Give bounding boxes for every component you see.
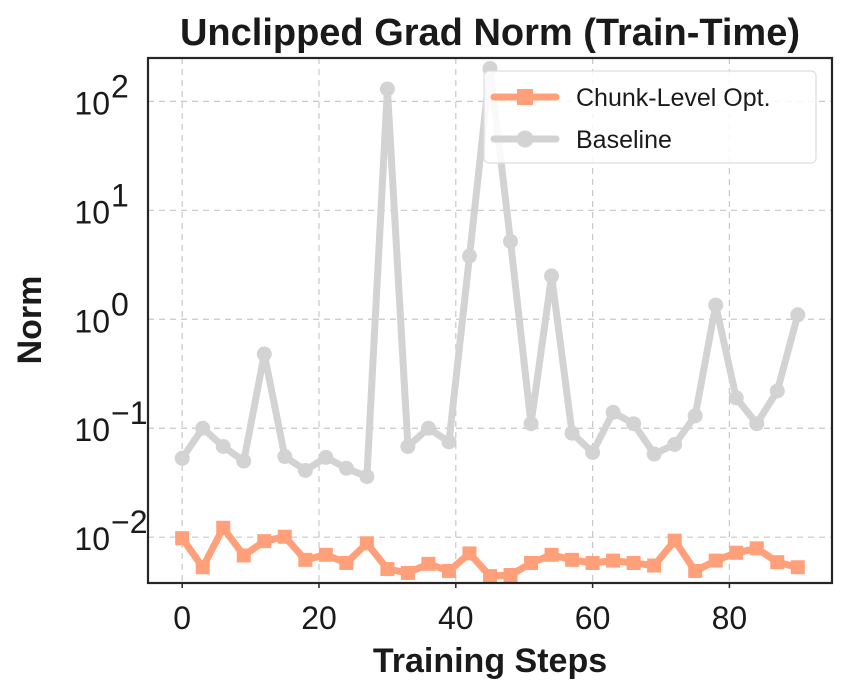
data-point (256, 346, 272, 362)
y-axis-label: Norm (11, 276, 49, 365)
data-point (400, 565, 415, 580)
data-point (708, 553, 723, 568)
data-point (687, 408, 703, 424)
x-tick-label: 80 (712, 600, 748, 636)
data-point (606, 553, 621, 568)
series-line (178, 524, 802, 580)
y-tick-exponent: 0 (111, 286, 129, 322)
data-point (338, 460, 354, 476)
data-point (585, 555, 600, 570)
data-point (298, 552, 313, 567)
legend-box (483, 70, 817, 164)
data-point (339, 555, 354, 570)
y-tick-label: 10 (74, 521, 110, 557)
x-tick-label: 40 (438, 600, 474, 636)
data-point (749, 541, 764, 556)
data-point (626, 555, 641, 570)
legend-item: Baseline (490, 126, 672, 154)
data-point (647, 558, 662, 573)
data-point (524, 555, 539, 570)
data-point (441, 434, 457, 450)
data-point (544, 547, 559, 562)
x-tick-label: 60 (575, 600, 611, 636)
data-point (277, 529, 292, 544)
data-point (585, 444, 601, 460)
data-point (483, 569, 497, 584)
legend-item: Chunk-Level Opt. (490, 84, 771, 112)
data-point (729, 545, 744, 560)
data-point (728, 390, 744, 406)
data-point (770, 555, 785, 570)
x-tick-label: 20 (301, 600, 337, 636)
legend-label: Chunk-Level Opt. (576, 84, 771, 112)
data-point (708, 297, 724, 313)
data-point (318, 547, 333, 562)
data-point (236, 453, 252, 469)
y-tick-exponent: 2 (111, 68, 129, 104)
legend-marker (517, 89, 533, 105)
series-chunk-level-opt (175, 520, 805, 584)
data-point (646, 446, 662, 462)
data-point (667, 533, 682, 548)
legend-marker (516, 130, 534, 148)
y-tick-exponent: −2 (111, 504, 147, 540)
data-point (503, 567, 518, 582)
y-tick-label: 10 (74, 85, 110, 121)
data-point (175, 531, 190, 546)
data-point (461, 248, 477, 264)
data-point (462, 546, 477, 561)
data-point (565, 552, 580, 567)
data-point (626, 416, 642, 432)
data-point (420, 420, 436, 436)
data-point (195, 420, 211, 436)
plot-frame (146, 56, 834, 585)
series-layer (174, 61, 806, 584)
data-point (277, 449, 293, 465)
data-point (688, 563, 703, 578)
data-point (359, 469, 375, 485)
data-point (523, 416, 539, 432)
legend: Chunk-Level Opt. Baseline (483, 70, 817, 164)
data-point (257, 534, 272, 549)
data-point (441, 563, 456, 578)
y-tick-label: 10 (74, 303, 110, 339)
data-point (379, 81, 395, 97)
data-point (195, 560, 210, 575)
chart-title: Unclipped Grad Norm (Train-Time) (180, 12, 800, 54)
data-point (503, 233, 519, 249)
data-point (749, 416, 765, 432)
data-point (421, 556, 436, 571)
y-tick-label: 10 (74, 194, 110, 230)
y-tick-exponent: −1 (111, 395, 147, 431)
legend-label: Baseline (576, 126, 672, 154)
data-point (359, 536, 374, 551)
y-tick-label: 10 (74, 412, 110, 448)
data-point (236, 548, 251, 563)
data-point (174, 450, 190, 466)
x-tick-label: 0 (173, 600, 191, 636)
data-point (544, 268, 560, 284)
x-axis-label: Training Steps (373, 642, 607, 680)
data-point (216, 520, 231, 535)
data-point (667, 436, 683, 452)
data-point (790, 560, 805, 575)
data-point (790, 307, 806, 323)
data-point (564, 425, 580, 441)
data-point (380, 562, 395, 577)
data-point (605, 404, 621, 420)
data-point (215, 438, 231, 454)
y-tick-exponent: 1 (111, 177, 129, 213)
data-point (318, 449, 334, 465)
data-point (297, 462, 313, 478)
data-point (400, 438, 416, 454)
series-baseline (174, 61, 806, 485)
data-point (769, 383, 785, 399)
